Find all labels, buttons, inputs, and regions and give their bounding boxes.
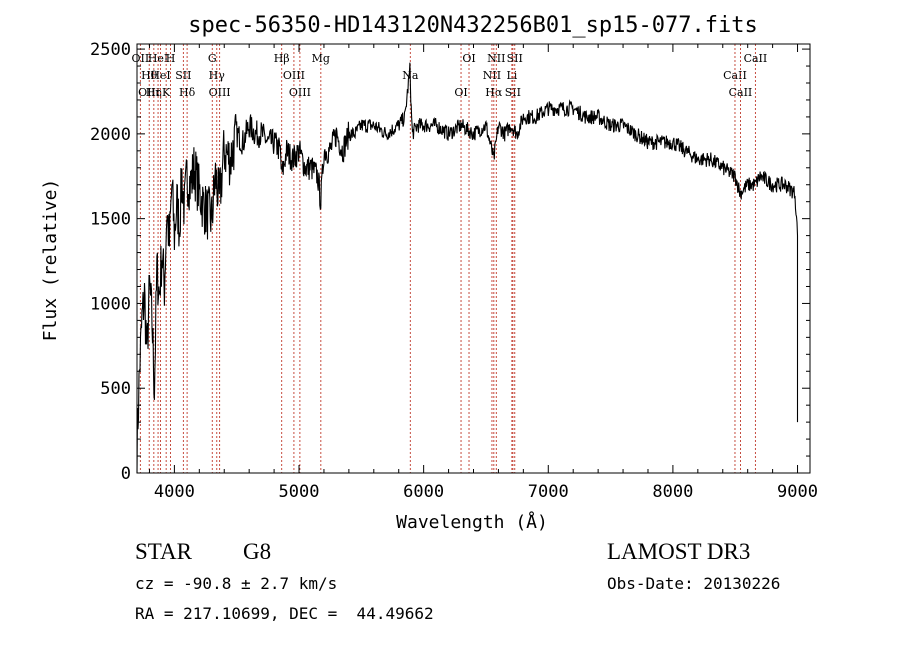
x-tick-label: 4000 xyxy=(154,482,195,502)
x-tick-label: 7000 xyxy=(528,482,569,502)
spectral-line-markers: OIIHθOIIIHηHeIHeIKHSIIHδGHγOIIIHβOIIIOII… xyxy=(132,44,768,473)
spectral-line-label: NII xyxy=(487,52,505,65)
spectral-line-label: HeI xyxy=(150,69,170,82)
x-tick-label: 8000 xyxy=(652,482,693,502)
spectral-line-label: HeI xyxy=(148,52,168,65)
spectral-line-label: Li xyxy=(506,69,517,82)
spectral-line-label: H xyxy=(166,52,176,65)
y-tick-label: 2000 xyxy=(90,125,131,145)
spectral-line-label: K xyxy=(162,86,171,99)
redshift-velocity: cz = -90.8 ± 2.7 km/s xyxy=(135,574,338,593)
spectral-line-label: OII xyxy=(132,52,150,65)
spectral-line-label: Hα xyxy=(485,86,503,99)
x-tick-label: 5000 xyxy=(279,482,320,502)
y-axis-ticks: 0 500 1000 1500 2000 2500 xyxy=(90,40,810,484)
spectral-line-label: OIII xyxy=(283,69,305,82)
spectral-line-label: Hη xyxy=(146,86,162,99)
spectral-line-label: CaII xyxy=(729,86,753,99)
spectral-line-label: Hβ xyxy=(274,52,290,65)
spectrum-series-line xyxy=(136,62,799,474)
object-class: STAR xyxy=(135,539,192,564)
object-subclass: G8 xyxy=(243,539,272,564)
y-tick-label: 500 xyxy=(100,379,131,399)
spectral-line-label: Mg xyxy=(312,52,330,65)
y-tick-label: 1500 xyxy=(90,210,131,230)
x-tick-label: 9000 xyxy=(777,482,818,502)
survey-name: LAMOST DR3 xyxy=(607,539,751,564)
x-axis-label: Wavelength (Å) xyxy=(396,511,548,533)
spectral-line-label: OIII xyxy=(289,86,311,99)
spectral-line-label: CaII xyxy=(744,52,768,65)
spectral-line-label: NII xyxy=(483,69,501,82)
x-tick-label: 6000 xyxy=(403,482,444,502)
spectral-line-label: G xyxy=(208,52,217,65)
spectral-line-label: OIII xyxy=(138,86,160,99)
spectral-line-label: Hγ xyxy=(209,69,226,82)
y-tick-label: 1000 xyxy=(90,294,131,314)
x-axis-ticks: 4000 5000 6000 7000 8000 9000 xyxy=(148,44,818,502)
coordinates: RA = 217.10699, DEC = 44.49662 xyxy=(135,604,434,623)
y-tick-label: 2500 xyxy=(90,40,131,60)
spectral-line-label: OI xyxy=(454,86,467,99)
spectral-line-label: SII xyxy=(507,52,523,65)
chart-title: spec-56350-HD143120N432256B01_sp15-077.f… xyxy=(188,13,758,38)
spectral-line-label: SII xyxy=(505,86,521,99)
plot-frame xyxy=(136,43,811,474)
spectral-line-label: OIII xyxy=(209,86,231,99)
y-tick-label: 0 xyxy=(121,464,131,484)
spectral-line-label: OI xyxy=(462,52,475,65)
spectral-line-label: CaII xyxy=(723,69,747,82)
y-axis-label: Flux (relative) xyxy=(40,179,61,342)
spectral-line-label: SII xyxy=(175,69,191,82)
spectral-line-label: Hδ xyxy=(179,86,196,99)
observation-date: Obs-Date: 20130226 xyxy=(607,574,781,593)
